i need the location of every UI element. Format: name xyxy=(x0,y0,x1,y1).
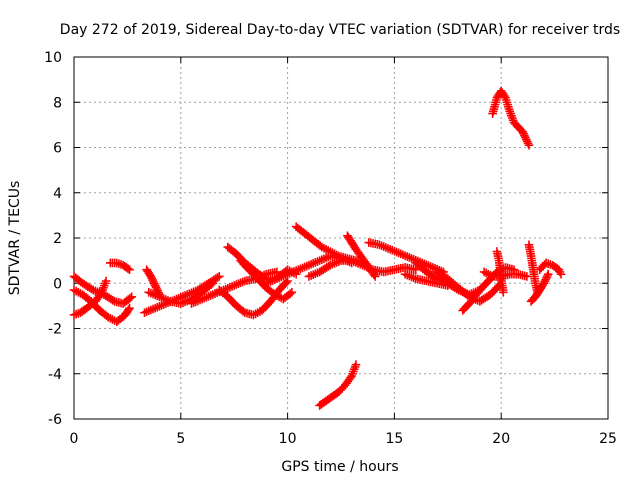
data-point xyxy=(533,288,542,297)
data-point xyxy=(524,140,534,150)
data-point xyxy=(101,276,111,286)
data-point xyxy=(543,269,553,279)
series-pass-f xyxy=(144,278,218,308)
y-tick-label: 4 xyxy=(53,186,62,202)
data-point xyxy=(556,269,566,279)
data-point xyxy=(281,278,291,287)
data-point xyxy=(155,290,164,299)
y-tick-label: 0 xyxy=(53,276,62,292)
chart-title: Day 272 of 2019, Sidereal Day-to-day VTE… xyxy=(60,22,620,38)
data-point xyxy=(351,360,361,369)
y-tick-label: 8 xyxy=(53,95,62,111)
series-pass-o xyxy=(304,256,421,281)
y-tick-label: 10 xyxy=(44,50,62,66)
series-pass-d xyxy=(106,258,134,274)
series-pass-x xyxy=(524,240,542,297)
series-pass-i xyxy=(214,276,292,320)
series-pass-g xyxy=(142,265,164,299)
data-point xyxy=(214,272,224,281)
data-point xyxy=(208,278,218,288)
data-point xyxy=(411,265,421,274)
x-tick-label: 15 xyxy=(385,431,403,447)
data-markers xyxy=(69,86,566,410)
x-tick-label: 10 xyxy=(279,431,297,447)
x-tick-label: 0 xyxy=(70,431,79,447)
data-point xyxy=(283,276,292,286)
series-pass-y xyxy=(535,258,566,279)
y-axis-label: SDTVAR / TECUs xyxy=(7,181,23,296)
y-tick-label: -4 xyxy=(48,367,62,383)
x-axis-label: GPS time / hours xyxy=(281,459,398,475)
series-pass-b xyxy=(69,272,136,308)
data-point xyxy=(522,272,532,281)
data-point xyxy=(125,265,134,274)
series-pass-z xyxy=(488,86,534,150)
y-tick-label: 2 xyxy=(53,231,62,247)
data-point xyxy=(127,292,136,302)
data-point xyxy=(499,288,508,297)
y-tick-label: 6 xyxy=(53,141,62,157)
series-pass-v xyxy=(492,247,508,297)
data-point xyxy=(287,288,297,297)
axis-ticks: 0 5 10 15 20 25 -6 -4 -2 0 2 4 6 8 10 xyxy=(44,50,617,447)
data-point xyxy=(125,303,134,313)
y-tick-label: -2 xyxy=(48,322,62,338)
y-tick-label: -6 xyxy=(48,412,62,428)
x-tick-label: 5 xyxy=(176,431,185,447)
x-tick-label: 25 xyxy=(599,431,617,447)
series-pass-c xyxy=(69,276,111,320)
x-tick-label: 20 xyxy=(492,431,510,447)
series-pass-aa xyxy=(315,360,361,410)
grid xyxy=(74,57,608,419)
